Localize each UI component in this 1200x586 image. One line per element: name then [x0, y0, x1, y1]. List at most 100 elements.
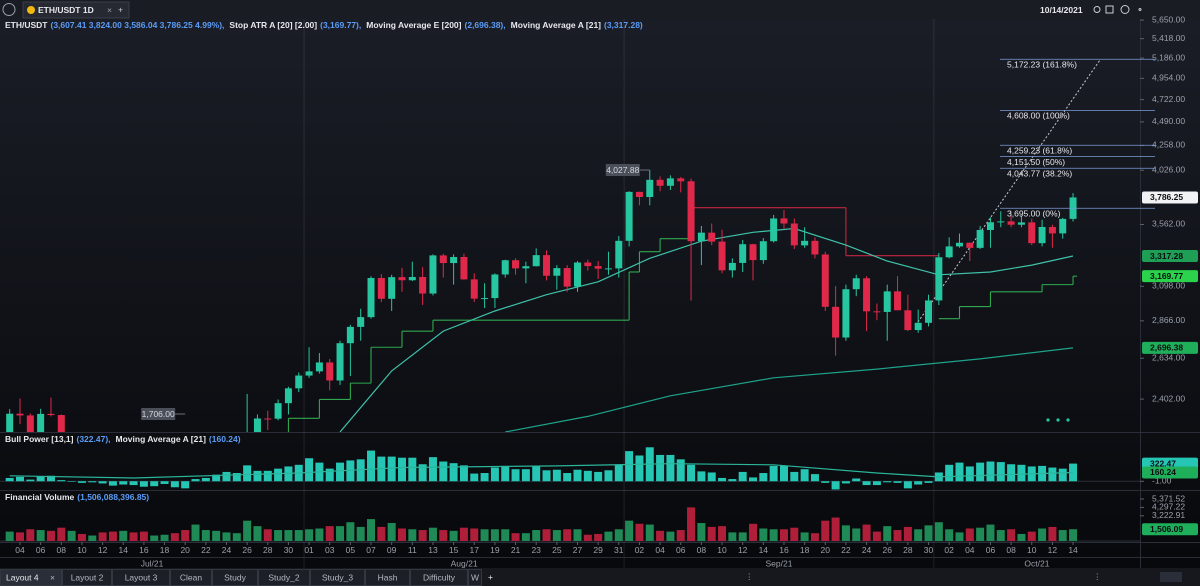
bar: [98, 481, 107, 484]
candle-body: [295, 375, 303, 389]
bar: [800, 469, 809, 482]
y-tick-label: 5,371.52: [1152, 493, 1185, 503]
x-tick-label: 06: [36, 545, 46, 555]
candle-body: [491, 274, 499, 299]
add-tab-button[interactable]: +: [118, 4, 123, 14]
layout-tab-label: Study: [224, 572, 246, 582]
bar: [181, 530, 190, 541]
close-tab-button[interactable]: ×: [107, 5, 112, 15]
bar: [656, 530, 665, 541]
close-layout-button[interactable]: ×: [50, 572, 55, 582]
layout-tab-label: Layout 3: [125, 572, 158, 582]
candle-body: [460, 257, 468, 280]
symbol-tab[interactable]: [22, 1, 130, 19]
bar: [965, 466, 974, 482]
x-tick-label: 28: [263, 545, 273, 555]
bar: [934, 522, 943, 541]
x-tick-label: 14: [119, 545, 129, 555]
y-tick-label: 5,650.00: [1152, 14, 1185, 24]
share-icon[interactable]: [1093, 6, 1101, 13]
candle-body: [398, 277, 406, 281]
bar: [57, 480, 66, 482]
bar: [88, 535, 97, 541]
candle-body: [770, 218, 778, 242]
more-dot[interactable]: [1056, 418, 1060, 422]
y-tick-label: -1.00: [1152, 476, 1172, 486]
bar: [459, 527, 468, 541]
bar: [976, 527, 985, 541]
bar: [98, 532, 107, 541]
legend-value: (3,317.28): [604, 20, 643, 30]
bar: [139, 481, 148, 487]
candle-body: [966, 242, 974, 248]
x-tick-label: 05: [346, 545, 356, 555]
legend-value: (160.24): [209, 434, 241, 444]
candle-body: [26, 415, 34, 432]
annotation-box: [605, 164, 640, 177]
layout-tab-label: Layout 2: [71, 572, 104, 582]
bar: [439, 461, 448, 482]
legend-value: (2,696.38),: [465, 20, 506, 30]
more-dot[interactable]: [1046, 418, 1050, 422]
bar: [1017, 533, 1026, 541]
menu-button[interactable]: [2, 3, 16, 16]
bar: [542, 529, 551, 541]
bar: [274, 468, 283, 482]
bar: [687, 507, 696, 541]
x-tick-label: 30: [284, 545, 294, 555]
x-tick-label: 12: [98, 545, 108, 555]
bar: [36, 476, 45, 482]
scroll-handle[interactable]: [1160, 572, 1182, 582]
more-icon[interactable]: [1138, 8, 1142, 11]
candle-body: [945, 246, 953, 258]
candle-body: [1038, 226, 1046, 244]
candle-body: [697, 232, 705, 242]
bar: [666, 531, 675, 541]
bar: [243, 465, 252, 482]
x-tick-label: 15: [449, 545, 459, 555]
fib-label: 5,172.23 (161.8%): [1007, 59, 1077, 69]
bar: [26, 529, 35, 541]
candle-body: [563, 268, 571, 287]
x-tick-label: 20: [180, 545, 190, 555]
bar: [232, 533, 241, 541]
x-tick-label: 02: [944, 545, 954, 555]
y-tick-label: 3,562.00: [1152, 219, 1185, 229]
bar: [470, 528, 479, 541]
legend-name: ETH/USDT: [5, 20, 48, 30]
candle-body: [873, 311, 881, 313]
bar: [583, 470, 592, 482]
legend-value: (3,607.41 3,824.00 3,586.04 3,786.25 4.9…: [51, 20, 225, 30]
price-label-box: [1142, 250, 1198, 263]
bar: [728, 532, 737, 541]
bar: [501, 465, 510, 482]
add-layout-button[interactable]: +: [488, 572, 493, 582]
legend-name: Stop ATR A [20] [2.00]: [229, 20, 317, 30]
layout-menu[interactable]: ⋮: [1093, 571, 1102, 581]
bar: [779, 465, 788, 482]
more-dot[interactable]: [1066, 418, 1070, 422]
candle-body: [326, 362, 334, 381]
x-tick-label: 08: [57, 545, 67, 555]
bar: [976, 462, 985, 482]
candle-body: [832, 306, 840, 338]
bar: [480, 473, 489, 482]
clock-icon[interactable]: [1120, 5, 1130, 14]
settings-icon[interactable]: [1105, 5, 1114, 14]
candle-body: [512, 260, 520, 269]
candle-body: [842, 289, 850, 338]
x-tick-label: 21: [511, 545, 521, 555]
x-tick-label: 14: [759, 545, 769, 555]
candle-body: [1007, 221, 1015, 225]
price-label: 3,169.77: [1150, 271, 1183, 281]
bar: [232, 473, 241, 482]
layout-menu[interactable]: ⋮: [745, 571, 754, 581]
candle-body: [532, 255, 540, 267]
x-tick-label: 11: [408, 545, 417, 555]
x-tick-label: 25: [552, 545, 562, 555]
bar: [800, 532, 809, 541]
bar: [88, 481, 97, 483]
candle-body: [759, 241, 767, 261]
bar: [305, 529, 314, 541]
